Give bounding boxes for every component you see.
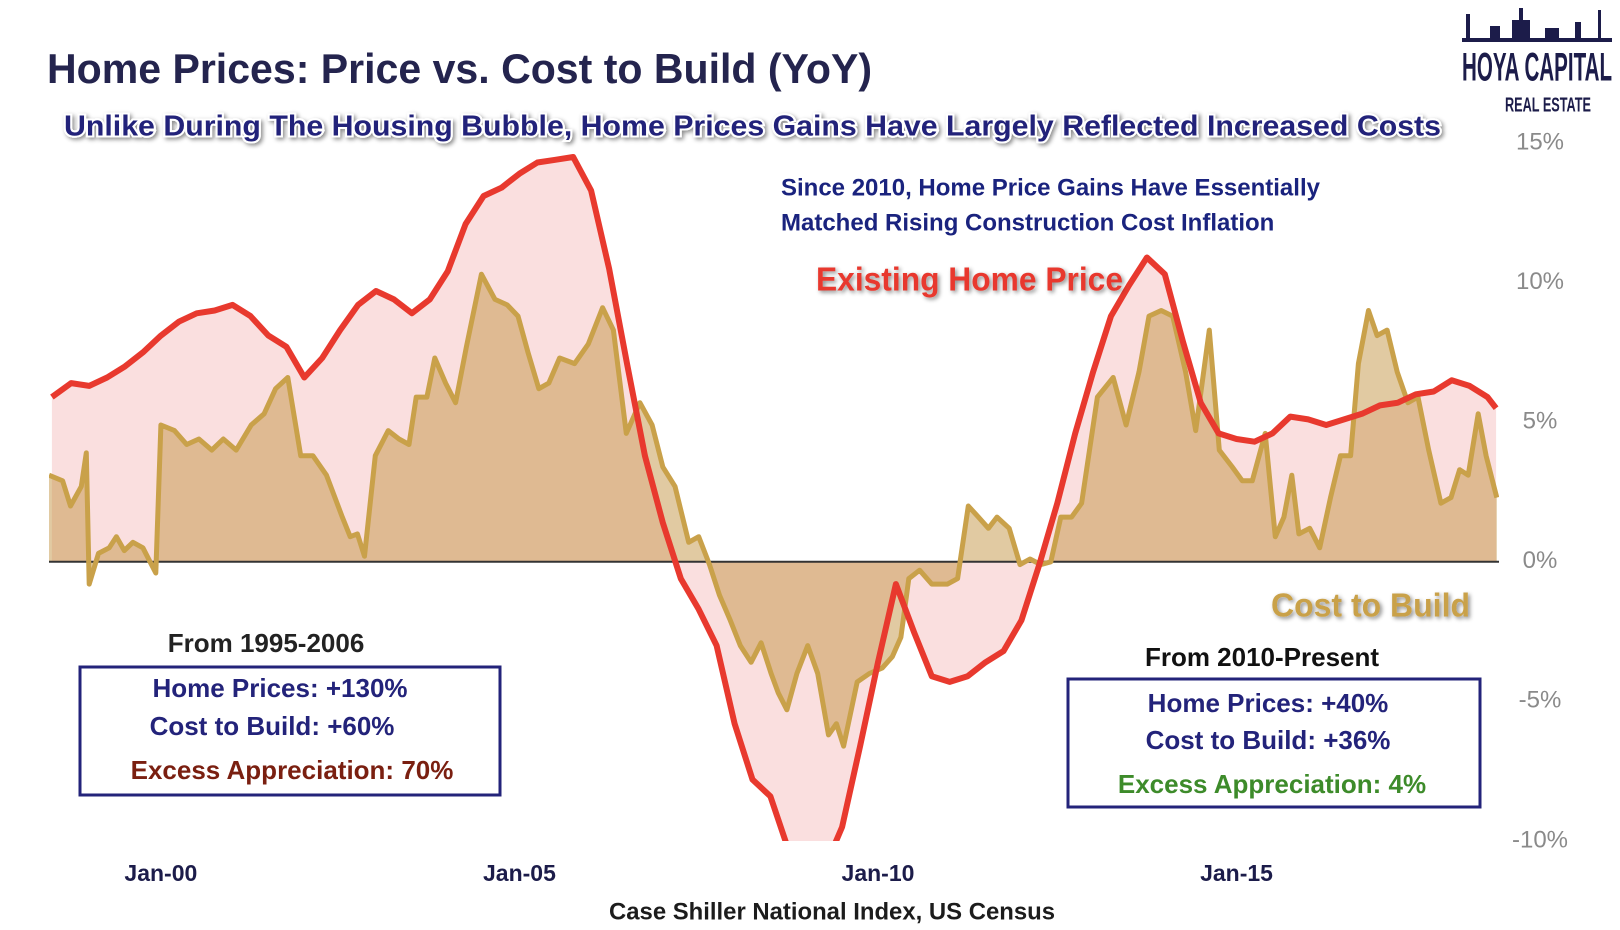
x-tick-label: Jan-15: [1200, 860, 1273, 886]
chart-subtitle: Unlike During The Housing Bubble, Home P…: [64, 111, 1441, 143]
y-tick-label: 10%: [1516, 268, 1564, 295]
series-label: Existing Home Price: [816, 261, 1123, 298]
box-line: Cost to Build: +36%: [1146, 725, 1391, 755]
plot-area: [49, 154, 1499, 841]
series-line: [49, 271, 1499, 749]
box-heading: From 2010-Present: [1145, 642, 1379, 672]
series-label: Cost to Build: [1271, 587, 1470, 624]
annotation: Since 2010, Home Price Gains Have Essent…: [781, 174, 1321, 201]
y-tick-label: -10%: [1512, 826, 1568, 853]
y-tick-label: 15%: [1516, 128, 1564, 155]
logo-skyline: [1462, 8, 1612, 42]
y-tick-label: 0%: [1523, 547, 1558, 574]
box-line: Home Prices: +130%: [152, 673, 407, 703]
logo-subtext: REAL ESTATE: [1505, 94, 1591, 116]
box-line: Cost to Build: +60%: [150, 711, 395, 741]
x-tick-label: Jan-10: [842, 860, 915, 886]
x-tick-label: Jan-05: [483, 860, 556, 886]
box-heading: From 1995-2006: [168, 628, 365, 658]
box-line: Excess Appreciation: 4%: [1118, 769, 1426, 799]
summary-box: [1066, 677, 1482, 809]
source-note: Case Shiller National Index, US Census: [609, 898, 1055, 925]
annotation: Matched Rising Construction Cost Inflati…: [781, 209, 1274, 236]
chart-title: Home Prices: Price vs. Cost to Build (Yo…: [47, 45, 872, 92]
x-tick-label: Jan-00: [124, 860, 197, 886]
box-line: Excess Appreciation: 70%: [131, 755, 454, 785]
y-tick-label: -5%: [1519, 687, 1562, 714]
logo-text: HOYA CAPITAL: [1462, 46, 1612, 90]
box-line: Home Prices: +40%: [1148, 688, 1389, 718]
y-tick-label: 5%: [1523, 408, 1558, 435]
area-fill: [51, 157, 1497, 841]
summary-box: [78, 665, 502, 797]
series-line: [50, 154, 1499, 841]
